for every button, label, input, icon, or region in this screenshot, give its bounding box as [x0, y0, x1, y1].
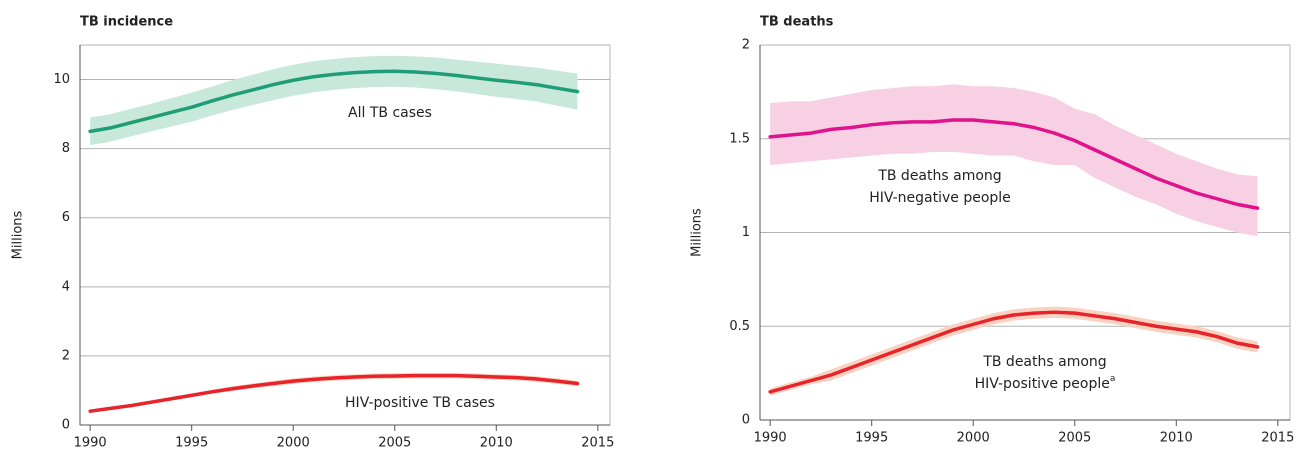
series-annotation: TB deaths among [982, 354, 1106, 370]
y-tick-label: 0.5 [729, 319, 750, 334]
footnote-mark: a [1110, 374, 1116, 384]
series-line [88, 373, 580, 413]
x-tick-label: 2010 [1160, 431, 1193, 446]
y-tick-label: 1.5 [729, 131, 750, 146]
y-axis-label: Millions [690, 208, 705, 257]
y-tick-label: 0 [742, 413, 750, 428]
y-tick-label: 10 [53, 72, 70, 87]
chart-title: TB incidence [80, 15, 173, 30]
x-tick-label: 2005 [1058, 431, 1091, 446]
uncertainty-band [90, 55, 578, 146]
x-tick-label: 2015 [1261, 431, 1294, 446]
x-tick-label: 2000 [957, 431, 990, 446]
y-tick-label: 4 [62, 279, 70, 294]
x-tick-label: 2015 [581, 436, 614, 451]
y-tick-label: 1 [742, 225, 750, 240]
x-tick-label: 1990 [74, 436, 107, 451]
y-axis-label: Millions [11, 210, 26, 259]
series-annotation: TB deaths among [877, 168, 1001, 184]
chart-title: TB deaths [760, 15, 834, 30]
uncertainty-band [770, 84, 1258, 237]
series-annotation: All TB cases [348, 105, 432, 121]
x-tick-label: 2010 [480, 436, 513, 451]
series-annotation: HIV-positive TB cases [345, 395, 495, 411]
y-tick-label: 2 [742, 38, 750, 53]
x-tick-label: 1995 [175, 436, 208, 451]
series-line [768, 310, 1260, 394]
y-tick-label: 6 [62, 210, 70, 225]
x-tick-label: 2005 [378, 436, 411, 451]
series-annotation: HIV-negative people [869, 190, 1011, 206]
y-tick-label: 2 [62, 348, 70, 363]
y-tick-label: 8 [62, 141, 70, 156]
x-tick-label: 1995 [855, 431, 888, 446]
series-annotation: HIV-positive peoplea [975, 374, 1116, 393]
series-line [88, 69, 580, 134]
x-tick-label: 2000 [277, 436, 310, 451]
series-line [768, 118, 1260, 210]
x-tick-label: 1990 [754, 431, 787, 446]
y-tick-label: 0 [62, 418, 70, 433]
